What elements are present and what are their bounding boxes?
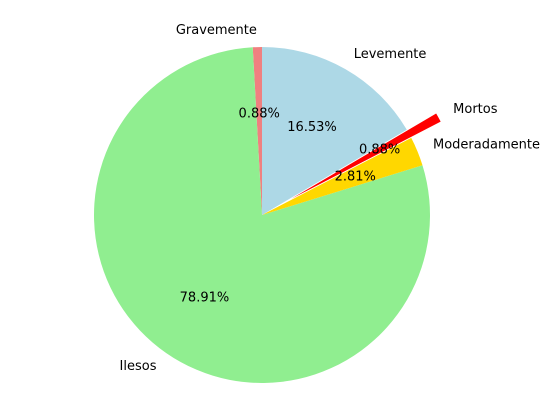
slice-mortos (291, 113, 441, 199)
slice-moderadamente (262, 137, 423, 215)
pct-label-ilesos: 78.91% (180, 290, 230, 305)
category-label-mortos: Mortos (453, 102, 498, 117)
pct-label-levemente: 16.53% (287, 120, 337, 135)
category-label-ilesos: Ilesos (120, 359, 157, 374)
pct-label-mortos: 0.88% (359, 143, 400, 158)
slice-levemente (262, 47, 407, 215)
pct-label-moderadamente: 2.81% (335, 169, 376, 184)
pct-label-gravemente: 0.88% (239, 107, 280, 122)
category-label-moderadamente: Moderadamente (433, 137, 540, 152)
pie-labels: 0.88% Gravemente 78.91% Ilesos 2.81% Moderada… (120, 23, 540, 374)
slice-gravemente (252, 47, 262, 215)
category-label-gravemente: Gravemente (176, 23, 257, 38)
slice-ilesos (93, 47, 430, 383)
pie-slices (93, 47, 441, 383)
category-label-levemente: Levemente (354, 47, 427, 62)
